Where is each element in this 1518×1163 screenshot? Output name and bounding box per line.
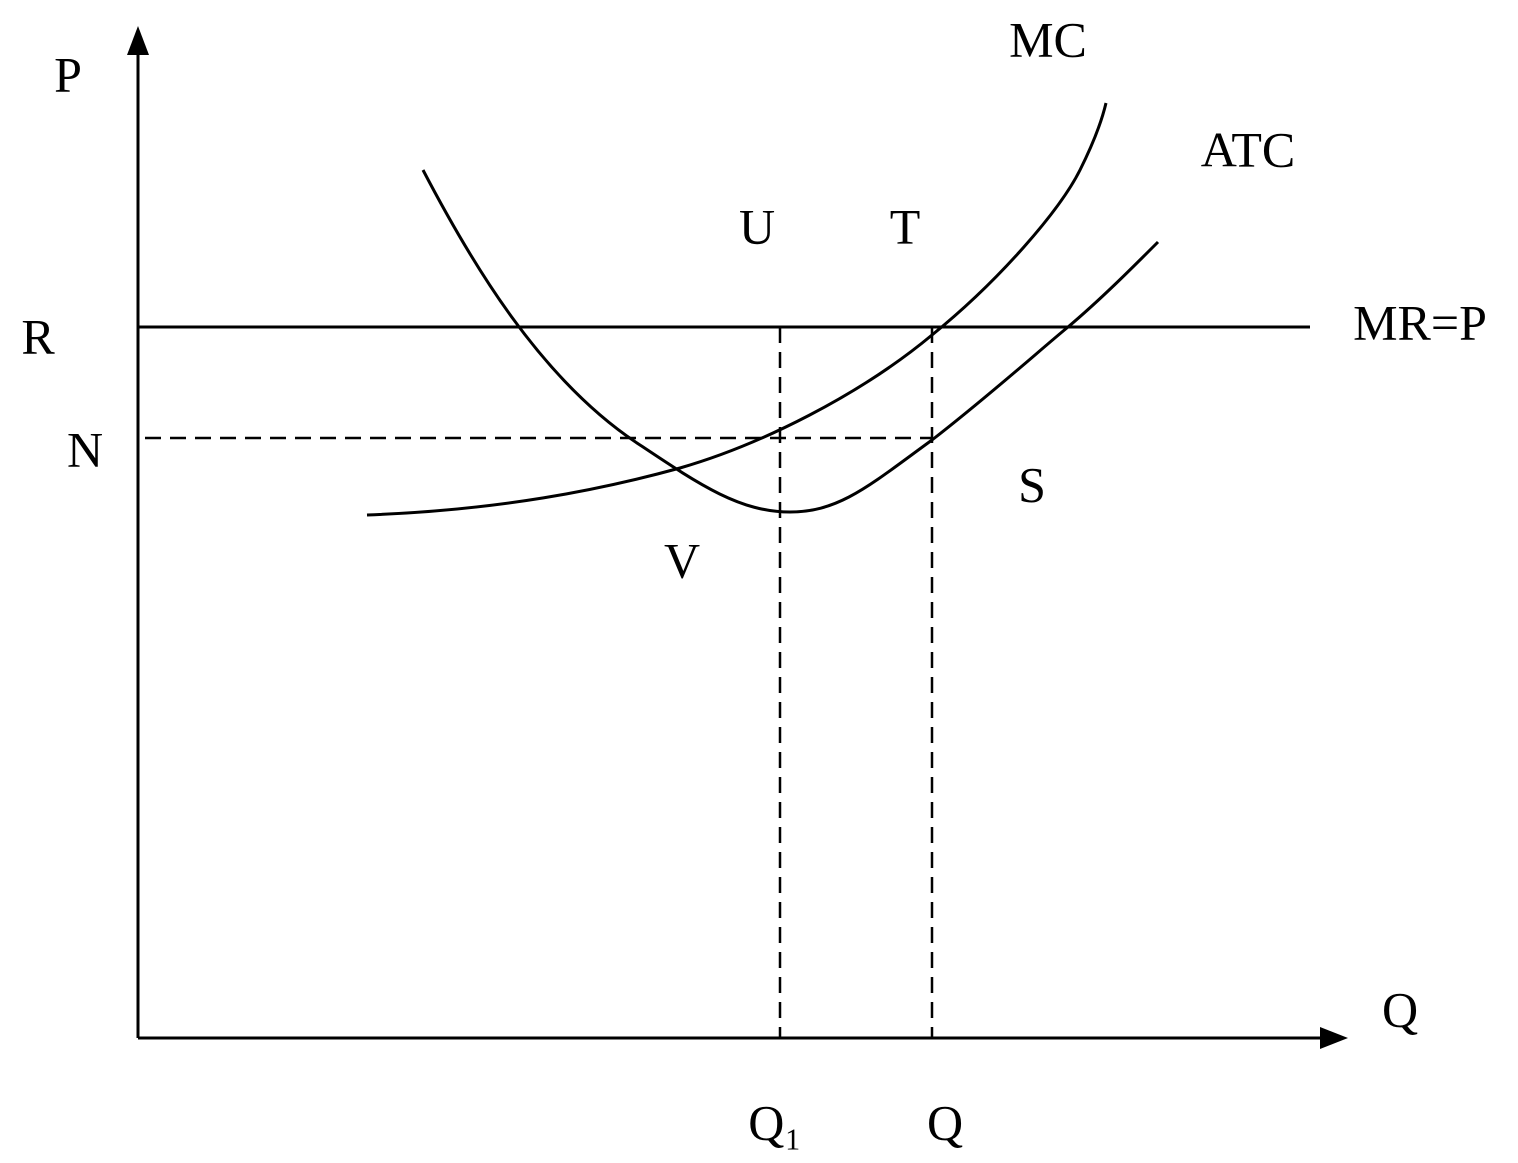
- mc-curve: [366, 102, 1108, 517]
- x-axis-label: Q: [1382, 981, 1418, 1037]
- mr-label: MR=P: [1353, 294, 1487, 350]
- y-axis-arrow: [127, 26, 149, 55]
- y-axis-label: P: [54, 46, 82, 102]
- q1-label: Q₁: [748, 1094, 802, 1150]
- q-label: Q: [927, 1094, 963, 1150]
- atc-label: ATC: [1201, 121, 1295, 177]
- u-label: U: [739, 198, 775, 254]
- s-label: S: [1018, 456, 1046, 512]
- atc-curve: [421, 169, 1160, 514]
- v-label: V: [664, 532, 700, 588]
- r-label: R: [21, 308, 55, 364]
- mc-label: MC: [1009, 11, 1087, 67]
- x-axis-arrow: [1320, 1027, 1348, 1049]
- t-label: T: [890, 198, 921, 254]
- n-label: N: [67, 421, 103, 477]
